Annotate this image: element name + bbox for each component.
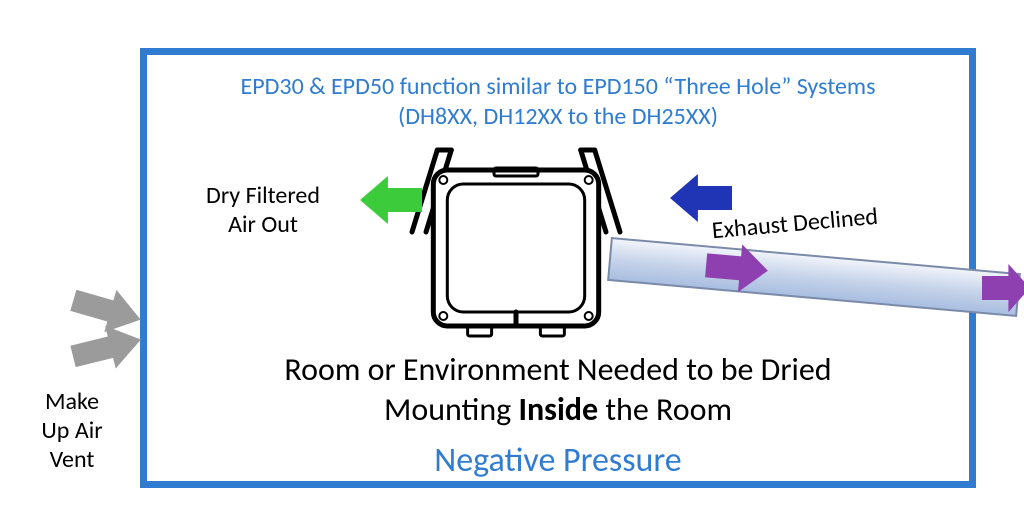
exhaust-arrow-out: [982, 264, 1024, 312]
main-line1: Room or Environment Needed to be Dried: [170, 350, 946, 390]
dry-line1: Dry Filtered: [206, 181, 320, 210]
negative-pressure-text: Negative Pressure: [170, 440, 946, 481]
makeup-line1: Make: [45, 387, 99, 416]
header-line1: EPD30 & EPD50 function similar to EPD150…: [241, 72, 876, 101]
makeup-air-vent-label: Make Up Air Vent: [22, 388, 122, 474]
makeup-line2: Up Air: [41, 416, 102, 445]
header-text: EPD30 & EPD50 function similar to EPD150…: [180, 72, 936, 132]
main-line2-pre: Mounting: [384, 390, 519, 429]
main-line2-bold: Inside: [518, 390, 598, 429]
dry-line2: Air Out: [228, 210, 298, 239]
dry-air-out-arrow: [360, 176, 422, 224]
header-line2: (DH8XX, DH12XX to the DH25XX): [398, 102, 718, 131]
main-line2: Mounting Inside the Room: [170, 390, 946, 430]
makeup-air-arrow-bottom: [68, 318, 147, 378]
makeup-line3: Vent: [50, 445, 95, 474]
exhaust-arrow-in-pipe: [704, 241, 770, 294]
negative-pressure-span: Negative Pressure: [434, 440, 681, 481]
main-description-text: Room or Environment Needed to be Dried M…: [170, 350, 946, 430]
dry-air-out-label: Dry Filtered Air Out: [188, 182, 338, 240]
main-line2-post: the Room: [598, 390, 732, 429]
